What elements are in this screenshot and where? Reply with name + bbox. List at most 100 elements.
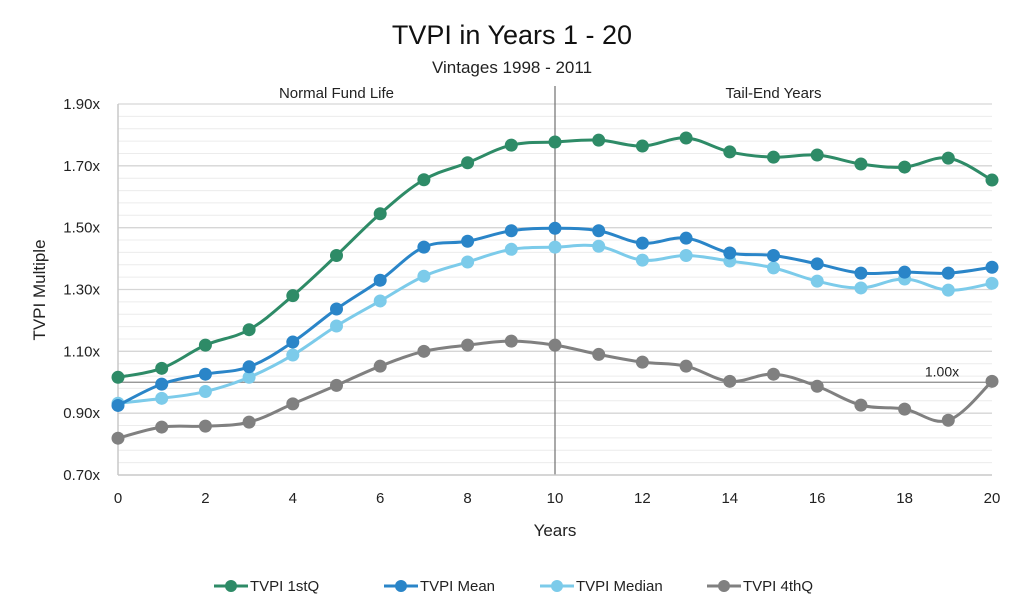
data-point-tvpi-4thq bbox=[417, 344, 431, 358]
legend-item-tvpi-4thq: TVPI 4thQ bbox=[707, 578, 813, 595]
data-point-tvpi-4thq bbox=[330, 378, 343, 392]
data-point-tvpi-4thq bbox=[286, 397, 300, 411]
data-point-tvpi-median bbox=[417, 269, 431, 283]
data-point-tvpi-1stq bbox=[810, 148, 824, 162]
data-point-tvpi-4thq bbox=[198, 419, 212, 433]
data-point-tvpi-4thq bbox=[723, 374, 737, 388]
data-point-tvpi-1stq bbox=[679, 131, 693, 145]
y-tick-label: 1.90x bbox=[63, 96, 100, 113]
data-point-tvpi-1stq bbox=[941, 151, 955, 165]
data-point-tvpi-median bbox=[461, 255, 475, 269]
x-axis-label: Years bbox=[534, 521, 577, 540]
data-point-tvpi-median bbox=[373, 294, 387, 308]
data-point-tvpi-median bbox=[854, 281, 868, 295]
data-point-tvpi-mean bbox=[155, 377, 169, 391]
data-point-tvpi-4thq bbox=[679, 359, 693, 373]
y-tick-label: 0.70x bbox=[63, 467, 100, 484]
data-point-tvpi-median bbox=[330, 319, 343, 333]
data-point-tvpi-median bbox=[810, 274, 824, 288]
data-point-tvpi-1stq bbox=[898, 160, 912, 174]
data-point-tvpi-1stq bbox=[198, 338, 212, 352]
y-tick-label: 1.30x bbox=[63, 282, 100, 299]
data-point-tvpi-1stq bbox=[242, 323, 256, 337]
legend-item-tvpi-median: TVPI Median bbox=[540, 578, 663, 595]
reference-line-label: 1.00x bbox=[925, 363, 959, 379]
data-point-tvpi-1stq bbox=[592, 133, 606, 147]
data-point-tvpi-mean bbox=[941, 266, 955, 280]
data-point-tvpi-4thq bbox=[155, 420, 169, 434]
series-tvpi-mean bbox=[111, 221, 999, 412]
data-point-tvpi-4thq bbox=[767, 367, 780, 381]
data-point-tvpi-mean bbox=[592, 224, 606, 238]
legend-marker bbox=[225, 580, 237, 592]
x-tick-label: 14 bbox=[721, 490, 738, 507]
data-point-tvpi-mean bbox=[679, 231, 693, 245]
data-point-tvpi-mean bbox=[286, 335, 300, 349]
x-tick-label: 2 bbox=[201, 490, 209, 507]
data-point-tvpi-1stq bbox=[767, 150, 780, 164]
data-point-tvpi-mean bbox=[985, 260, 999, 274]
data-point-tvpi-1stq bbox=[373, 207, 387, 221]
data-point-tvpi-mean bbox=[373, 273, 387, 287]
data-point-tvpi-4thq bbox=[635, 355, 649, 369]
data-point-tvpi-1stq bbox=[504, 138, 518, 152]
data-point-tvpi-4thq bbox=[592, 347, 606, 361]
legend-item-tvpi-mean: TVPI Mean bbox=[384, 578, 495, 595]
region-labels: Normal Fund Life Tail-End Years bbox=[279, 85, 821, 475]
data-point-tvpi-median bbox=[767, 261, 780, 275]
legend-marker bbox=[395, 580, 407, 592]
data-point-tvpi-mean bbox=[504, 224, 518, 238]
series-tvpi-1stq bbox=[111, 131, 999, 384]
reference-line-group: 1.00x bbox=[118, 363, 992, 383]
data-point-tvpi-1stq bbox=[723, 145, 737, 159]
legend-label: TVPI Median bbox=[576, 578, 663, 595]
data-point-tvpi-median bbox=[198, 385, 212, 399]
x-tick-label: 4 bbox=[289, 490, 297, 507]
data-point-tvpi-1stq bbox=[461, 156, 475, 170]
chart-title: TVPI in Years 1 - 20 bbox=[392, 20, 632, 50]
data-point-tvpi-mean bbox=[767, 248, 780, 262]
data-point-tvpi-1stq bbox=[635, 139, 649, 153]
data-point-tvpi-1stq bbox=[417, 173, 431, 187]
legend-label: TVPI 1stQ bbox=[250, 578, 319, 595]
data-point-tvpi-4thq bbox=[941, 413, 955, 427]
x-tick-label: 8 bbox=[463, 490, 471, 507]
data-point-tvpi-mean bbox=[461, 234, 475, 248]
data-point-tvpi-mean bbox=[723, 246, 737, 260]
x-tick-label: 0 bbox=[114, 490, 122, 507]
series-tvpi-4thq bbox=[111, 334, 999, 445]
data-point-tvpi-4thq bbox=[898, 402, 912, 416]
data-point-tvpi-1stq bbox=[548, 135, 562, 149]
data-point-tvpi-mean bbox=[635, 236, 649, 250]
data-point-tvpi-median bbox=[679, 248, 693, 262]
data-point-tvpi-median bbox=[242, 370, 256, 384]
data-point-tvpi-1stq bbox=[286, 289, 300, 303]
y-tick-label: 0.90x bbox=[63, 405, 100, 422]
data-point-tvpi-median bbox=[635, 253, 649, 267]
data-point-tvpi-mean bbox=[111, 398, 125, 412]
data-point-tvpi-4thq bbox=[242, 415, 256, 429]
data-point-tvpi-4thq bbox=[854, 398, 868, 412]
y-tick-label: 1.10x bbox=[63, 343, 100, 360]
x-tick-label: 10 bbox=[547, 490, 564, 507]
data-point-tvpi-4thq bbox=[111, 431, 125, 445]
data-point-tvpi-1stq bbox=[111, 370, 125, 384]
axes: 0.70x 0.90x 1.10x 1.30x 1.50x 1.70x 1.90x 0 2 4 6 8… bbox=[63, 96, 1000, 507]
data-point-tvpi-4thq bbox=[461, 338, 475, 352]
data-point-tvpi-mean bbox=[198, 367, 212, 381]
data-point-tvpi-mean bbox=[898, 265, 912, 279]
data-point-tvpi-median bbox=[504, 242, 518, 256]
data-point-tvpi-4thq bbox=[548, 338, 562, 352]
data-point-tvpi-median bbox=[985, 276, 999, 290]
legend-label: TVPI Mean bbox=[420, 578, 495, 595]
y-axis-label: TVPI Multiple bbox=[30, 239, 49, 340]
x-tick-label: 18 bbox=[896, 490, 913, 507]
legend-label: TVPI 4thQ bbox=[743, 578, 813, 595]
data-point-tvpi-median bbox=[548, 240, 562, 254]
data-point-tvpi-median bbox=[286, 348, 300, 362]
data-point-tvpi-1stq bbox=[854, 157, 868, 171]
y-tick-label: 1.70x bbox=[63, 158, 100, 175]
data-point-tvpi-1stq bbox=[985, 173, 999, 187]
x-tick-label: 12 bbox=[634, 490, 651, 507]
